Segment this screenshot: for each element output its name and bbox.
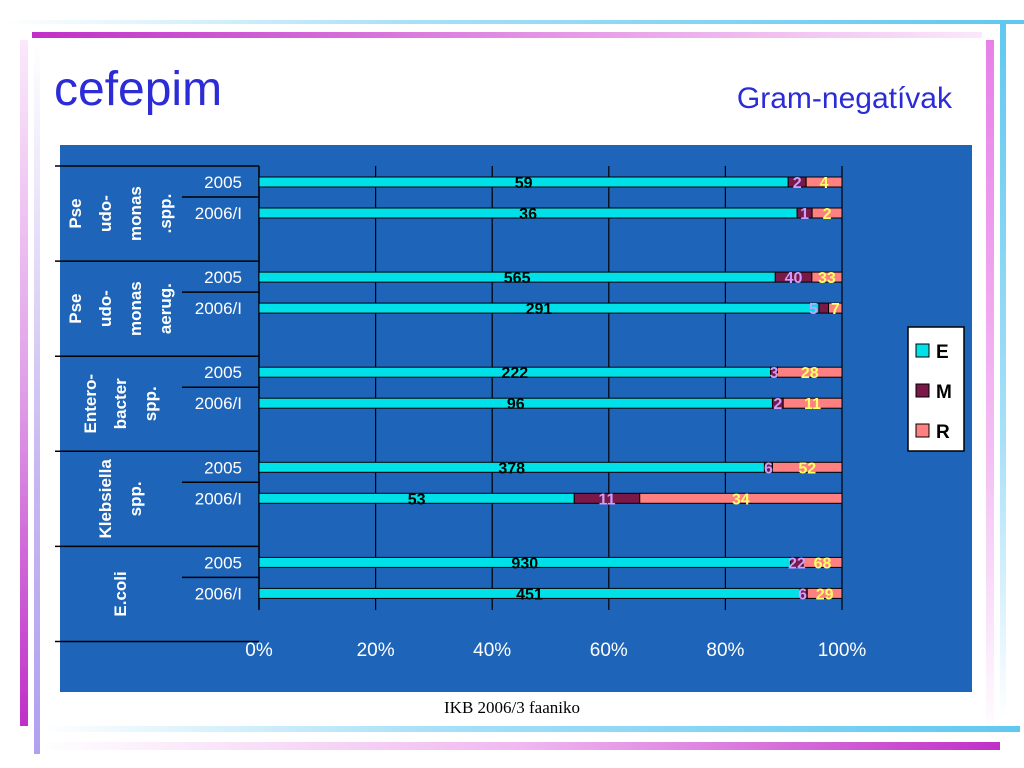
chart-background bbox=[60, 145, 972, 692]
bar-segment-R bbox=[782, 397, 843, 409]
data-label-M: 6 bbox=[798, 586, 807, 603]
data-label-M: 11 bbox=[599, 491, 616, 508]
group-label-line: udo- bbox=[96, 195, 115, 232]
group-label-line: spp. bbox=[141, 386, 160, 421]
data-label-M: 6 bbox=[764, 460, 773, 477]
group-label-line: bacter bbox=[111, 378, 130, 429]
data-label-R: 28 bbox=[801, 365, 819, 382]
legend-swatch-E bbox=[915, 343, 930, 358]
data-label-E: 96 bbox=[507, 396, 525, 413]
row-label: 2005 bbox=[204, 268, 242, 287]
row-label: 2006/I bbox=[195, 204, 242, 223]
decor-line-top-magenta bbox=[32, 32, 982, 38]
decor-line-bottom-cyan bbox=[40, 726, 1020, 732]
x-tick-label: 20% bbox=[357, 640, 395, 661]
legend-label-R: R bbox=[936, 422, 950, 443]
x-tick-label: 0% bbox=[245, 640, 273, 661]
legend-label-E: E bbox=[936, 342, 949, 363]
group-label-line: .spp. bbox=[156, 194, 175, 234]
data-label-M: 1 bbox=[800, 206, 809, 223]
row-label: 2005 bbox=[204, 553, 242, 572]
decor-line-right-cyan bbox=[1000, 20, 1006, 720]
bar-segment-R bbox=[802, 556, 843, 568]
data-label-R: 33 bbox=[818, 270, 836, 287]
bar-segment-M bbox=[818, 302, 830, 314]
data-label-R: 68 bbox=[814, 555, 832, 572]
data-label-E: 36 bbox=[519, 206, 537, 223]
data-label-M: 3 bbox=[770, 365, 779, 382]
row-label: 2006/I bbox=[195, 299, 242, 318]
data-label-R: 29 bbox=[816, 586, 834, 603]
group-label: Pse udo-monas .spp. bbox=[66, 186, 175, 241]
bar-segment-R bbox=[805, 176, 843, 188]
group-label-line: monas bbox=[126, 281, 145, 336]
data-label-M: 5 bbox=[809, 301, 818, 318]
data-label-R: 4 bbox=[820, 175, 829, 192]
legend-label-M: M bbox=[936, 382, 952, 403]
data-label-R: 52 bbox=[798, 460, 816, 477]
group-label: Pse udo-monas aerug. bbox=[66, 281, 175, 336]
row-label: 2006/I bbox=[195, 489, 242, 508]
data-label-M: 22 bbox=[788, 555, 806, 572]
group-label-line: Entero- bbox=[81, 374, 100, 434]
data-label-E: 378 bbox=[498, 460, 525, 477]
data-label-E: 930 bbox=[511, 555, 538, 572]
data-label-E: 565 bbox=[504, 270, 531, 287]
decor-line-top-cyan bbox=[0, 20, 1024, 24]
row-label: 2006/I bbox=[195, 584, 242, 603]
bar-segment-R bbox=[811, 271, 843, 283]
group-label-line: Klebsiella bbox=[96, 459, 115, 539]
group-label: Entero-bacter spp. bbox=[81, 374, 160, 434]
slide-title: cefepim bbox=[54, 63, 223, 116]
bar-segment-R bbox=[776, 366, 843, 378]
group-label-line: spp. bbox=[126, 481, 145, 516]
decor-line-left-magenta bbox=[20, 40, 28, 726]
data-label-E: 451 bbox=[516, 586, 543, 603]
group-label-line: aerug. bbox=[156, 283, 175, 334]
group-label: E.coli bbox=[111, 571, 130, 616]
data-label-R: 7 bbox=[831, 301, 840, 318]
data-label-E: 59 bbox=[515, 175, 533, 192]
bar-segment-R bbox=[811, 207, 843, 219]
data-label-M: 40 bbox=[785, 270, 803, 287]
data-label-R: 11 bbox=[804, 396, 821, 413]
data-label-E: 53 bbox=[408, 491, 426, 508]
row-label: 2005 bbox=[204, 363, 242, 382]
bar-segment-R bbox=[771, 461, 843, 473]
decor-line-bottom-magenta bbox=[40, 742, 1000, 750]
data-label-E: 291 bbox=[526, 301, 553, 318]
bar-segment-R bbox=[639, 492, 843, 504]
bar-segment-R bbox=[806, 587, 843, 599]
data-label-M: 2 bbox=[773, 396, 782, 413]
data-label-R: 34 bbox=[732, 491, 750, 508]
data-label-R: 2 bbox=[823, 206, 832, 223]
x-tick-label: 40% bbox=[473, 640, 511, 661]
group-label-line: monas bbox=[126, 186, 145, 241]
slide-footer: IKB 2006/3 faaniko bbox=[444, 698, 580, 717]
data-label-M: 2 bbox=[793, 175, 802, 192]
legend-swatch-M bbox=[915, 383, 930, 398]
group-label-line: udo- bbox=[96, 290, 115, 327]
legend-swatch-R bbox=[915, 423, 930, 438]
row-label: 2006/I bbox=[195, 394, 242, 413]
group-label-line: Pse bbox=[66, 294, 85, 324]
decor-line-right-magenta bbox=[986, 40, 994, 740]
data-label-E: 222 bbox=[501, 365, 528, 382]
group-label: Klebsiella spp. bbox=[96, 459, 145, 539]
slide-subtitle: Gram-negatívak bbox=[736, 82, 952, 115]
bar-segment-R bbox=[828, 302, 843, 314]
row-label: 2005 bbox=[204, 173, 242, 192]
group-label-line: Pse bbox=[66, 198, 85, 228]
row-label: 2005 bbox=[204, 458, 242, 477]
x-tick-label: 100% bbox=[818, 640, 867, 661]
decor-line-left-lavender bbox=[34, 40, 40, 754]
group-label-line: E.coli bbox=[111, 571, 130, 616]
x-tick-label: 60% bbox=[590, 640, 628, 661]
x-tick-label: 80% bbox=[706, 640, 744, 661]
